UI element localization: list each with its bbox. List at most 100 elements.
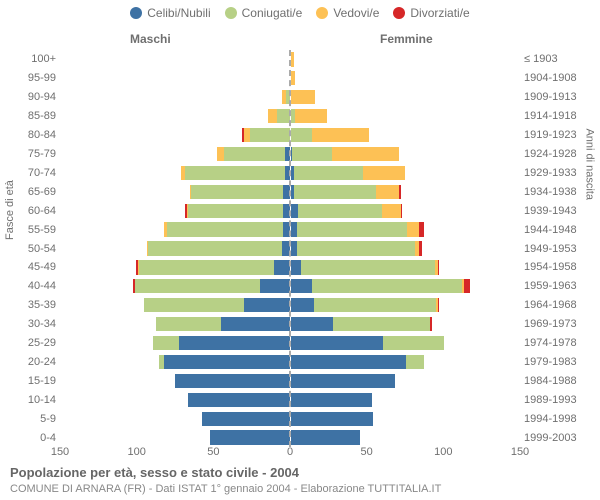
birth-year-label: ≤ 1903 bbox=[524, 53, 588, 65]
x-axis: 15010050050100150 bbox=[60, 446, 520, 466]
bar-segment bbox=[286, 89, 289, 105]
chart-subtitle: COMUNE DI ARNARA (FR) - Dati ISTAT 1° ge… bbox=[10, 483, 441, 495]
male-bar bbox=[60, 51, 291, 67]
bar-segment bbox=[224, 146, 285, 162]
bar-segment bbox=[333, 316, 430, 332]
age-band-label: 70-74 bbox=[16, 167, 60, 179]
birth-year-label: 1949-1953 bbox=[524, 243, 588, 255]
bar-segment bbox=[464, 278, 470, 294]
bar-segment bbox=[175, 373, 290, 389]
male-bar bbox=[60, 203, 291, 219]
birth-year-label: 1919-1923 bbox=[524, 129, 588, 141]
bar-segment bbox=[283, 203, 289, 219]
birth-year-label: 1999-2003 bbox=[524, 432, 588, 444]
female-bar bbox=[291, 108, 521, 124]
bar-segment bbox=[291, 373, 395, 389]
x-tick-label: 50 bbox=[207, 446, 219, 458]
age-band-label: 75-79 bbox=[16, 148, 60, 160]
female-bar bbox=[291, 354, 521, 370]
bar-segment bbox=[291, 203, 299, 219]
bar-segment bbox=[382, 203, 400, 219]
male-bar bbox=[60, 89, 291, 105]
bar-segment bbox=[274, 259, 289, 275]
pyramid-row: 10-141989-1993 bbox=[60, 390, 520, 409]
chart-title: Popolazione per età, sesso e stato civil… bbox=[10, 465, 299, 480]
legend-swatch bbox=[225, 7, 237, 19]
bar-segment bbox=[291, 70, 296, 86]
bar-segment bbox=[312, 278, 462, 294]
bar-segment bbox=[376, 184, 399, 200]
bar-segment bbox=[260, 278, 289, 294]
birth-year-label: 1989-1993 bbox=[524, 394, 588, 406]
male-bar bbox=[60, 184, 291, 200]
bar-segment bbox=[164, 354, 290, 370]
side-label-right: Femmine bbox=[380, 32, 433, 46]
birth-year-label: 1969-1973 bbox=[524, 318, 588, 330]
bar-segment bbox=[294, 165, 363, 181]
bar-segment bbox=[332, 146, 399, 162]
bar-segment bbox=[179, 335, 289, 351]
bar-segment bbox=[202, 411, 289, 427]
female-bar bbox=[291, 184, 521, 200]
bar-segment bbox=[294, 184, 377, 200]
pyramid-row: 55-591944-1948 bbox=[60, 220, 520, 239]
x-tick-label: 150 bbox=[511, 446, 529, 458]
bar-segment bbox=[314, 297, 437, 313]
male-bar bbox=[60, 278, 291, 294]
bar-segment bbox=[291, 411, 374, 427]
bar-segment bbox=[301, 259, 434, 275]
pyramid-row: 65-691934-1938 bbox=[60, 182, 520, 201]
male-bar bbox=[60, 297, 291, 313]
bar-segment bbox=[298, 203, 382, 219]
bar-segment bbox=[167, 221, 284, 237]
pyramid-row: 25-291974-1978 bbox=[60, 334, 520, 353]
age-band-label: 0-4 bbox=[16, 432, 60, 444]
male-bar bbox=[60, 146, 291, 162]
legend-label: Vedovi/e bbox=[333, 6, 379, 20]
male-bar bbox=[60, 127, 291, 143]
population-pyramid: Celibi/NubiliConiugati/eVedovi/eDivorzia… bbox=[0, 0, 600, 500]
legend-swatch bbox=[316, 7, 328, 19]
age-band-label: 10-14 bbox=[16, 394, 60, 406]
bar-segment bbox=[291, 297, 314, 313]
age-band-label: 55-59 bbox=[16, 224, 60, 236]
female-bar bbox=[291, 240, 521, 256]
pyramid-row: 75-791924-1928 bbox=[60, 145, 520, 164]
age-band-label: 25-29 bbox=[16, 337, 60, 349]
x-tick-label: 100 bbox=[127, 446, 145, 458]
bar-segment bbox=[291, 429, 360, 445]
male-bar bbox=[60, 221, 291, 237]
bar-segment bbox=[438, 297, 440, 313]
bar-segment bbox=[419, 240, 422, 256]
legend-item: Celibi/Nubili bbox=[130, 6, 210, 20]
male-bar bbox=[60, 316, 291, 332]
pyramid-row: 85-891914-1918 bbox=[60, 107, 520, 126]
age-band-label: 30-34 bbox=[16, 318, 60, 330]
age-band-label: 20-24 bbox=[16, 356, 60, 368]
legend-swatch bbox=[393, 7, 405, 19]
bar-segment bbox=[277, 108, 289, 124]
birth-year-label: 1909-1913 bbox=[524, 91, 588, 103]
bar-segment bbox=[185, 165, 285, 181]
age-band-label: 90-94 bbox=[16, 91, 60, 103]
bar-segment bbox=[156, 316, 220, 332]
bar-segment bbox=[268, 108, 277, 124]
birth-year-label: 1994-1998 bbox=[524, 413, 588, 425]
bar-segment bbox=[250, 127, 290, 143]
female-bar bbox=[291, 392, 521, 408]
legend-swatch bbox=[130, 7, 142, 19]
female-bar bbox=[291, 70, 521, 86]
age-band-label: 45-49 bbox=[16, 261, 60, 273]
bar-segment bbox=[401, 203, 403, 219]
age-band-label: 100+ bbox=[16, 53, 60, 65]
legend-label: Celibi/Nubili bbox=[147, 6, 210, 20]
birth-year-label: 1964-1968 bbox=[524, 299, 588, 311]
pyramid-row: 90-941909-1913 bbox=[60, 88, 520, 107]
bar-segment bbox=[148, 240, 281, 256]
bar-segment bbox=[282, 240, 290, 256]
female-bar bbox=[291, 278, 521, 294]
bar-segment bbox=[221, 316, 290, 332]
bar-segment bbox=[188, 392, 289, 408]
bar-segment bbox=[153, 335, 179, 351]
legend: Celibi/NubiliConiugati/eVedovi/eDivorzia… bbox=[0, 6, 600, 22]
